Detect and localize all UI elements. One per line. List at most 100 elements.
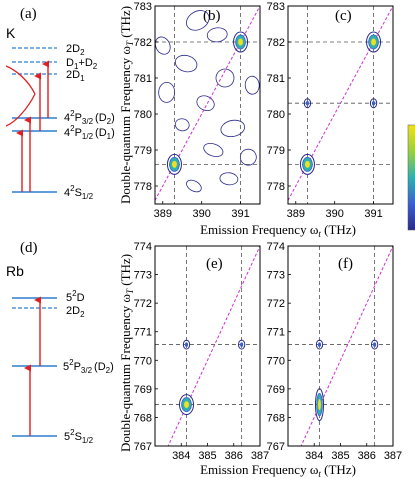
peak-center	[184, 401, 189, 409]
noise-contour	[215, 68, 235, 88]
y-tick-label: 769	[267, 384, 285, 396]
noise-contour	[220, 119, 246, 138]
plot-f: 384 385 386 387 767 768 769 770 771 772 773 774	[267, 241, 403, 462]
plot-frame	[287, 5, 394, 205]
peak-center-weak	[240, 342, 244, 347]
label-2d2-rb: 2D2	[66, 305, 85, 319]
xlabel-bot: Emission Frequency ωt (THz)	[200, 462, 356, 478]
colorbar	[407, 124, 415, 231]
y-tick-label: 782	[134, 37, 152, 49]
label-2d2: 2D2	[66, 43, 85, 57]
panel-label-b: (b)	[203, 8, 221, 24]
plot-panels: 389 390 391 778 779 780 781 782 783 389 390 391 778 7…	[134, 1, 403, 462]
noise-contour	[203, 143, 224, 157]
peak-contour-outer	[299, 153, 315, 175]
y-tick-label: 782	[267, 37, 285, 49]
peak-contour-outer	[166, 153, 182, 175]
plot-c: 389 390 391 778 779 780 781 782 783	[267, 1, 394, 220]
laser-spectrum-curve-k-upper	[5, 65, 36, 95]
label-2d1: 2D1	[66, 69, 85, 83]
noise-contour	[186, 10, 210, 31]
panel-label-d: (d)	[20, 240, 38, 256]
y-tick-label: 774	[267, 241, 285, 253]
ylabel-top: Double-quantum Frequency ωT (THz)	[118, 6, 135, 204]
x-tick-label: 385	[198, 450, 216, 462]
plot-e: 384 385 386 387 767 768 769 770 771 772 773 774	[134, 241, 270, 462]
x-tick-label: 389	[287, 208, 305, 220]
peak-contour-outer	[370, 339, 379, 350]
peak-center	[238, 38, 244, 46]
label-4p32: 42P3/2 (D2)	[64, 109, 115, 126]
gaussian-k	[6, 126, 20, 152]
label-5d: 52D	[66, 289, 85, 304]
y-tick-label: 767	[134, 441, 152, 453]
y-tick-label: 772	[134, 298, 152, 310]
label-5s12: 52S1/2	[64, 428, 94, 445]
plot-inner-c	[288, 6, 393, 204]
y-tick-label: 770	[134, 355, 152, 367]
x-tick-label: 387	[384, 450, 402, 462]
y-tick-label: 773	[134, 270, 152, 282]
plot-inner-f	[288, 246, 393, 446]
peak-contour-outer	[315, 339, 324, 350]
y-tick-label: 780	[267, 109, 285, 121]
y-tick-label: 781	[134, 73, 152, 85]
label-d1d2: D1+D2	[66, 57, 98, 71]
plot-b: 389 390 391 778 779 780 781 782 783	[134, 1, 261, 220]
y-tick-label: 767	[267, 441, 285, 453]
noise-contour	[206, 27, 228, 43]
y-tick-label: 771	[134, 327, 152, 339]
peak-center	[371, 38, 377, 46]
peak-contour-outer	[179, 394, 194, 416]
plot-frame	[154, 5, 261, 205]
y-tick-label: 768	[267, 412, 285, 424]
y-tick-label: 783	[267, 1, 285, 13]
noise-contour	[174, 118, 190, 132]
y-tick-label: 778	[134, 181, 152, 193]
peak-contour-outer	[237, 339, 246, 350]
y-tick-label: 768	[134, 412, 152, 424]
laser-profile-k	[6, 70, 42, 102]
y-tick-label: 780	[134, 109, 152, 121]
noise-contour	[174, 54, 198, 73]
noise-contour	[196, 95, 215, 111]
panel-label-e: (e)	[206, 256, 223, 272]
y-tick-label: 779	[267, 145, 285, 157]
y-tick-label: 779	[134, 145, 152, 157]
y-tick-label: 771	[267, 327, 285, 339]
diagonal-line	[167, 246, 260, 446]
y-tick-label: 783	[134, 1, 152, 13]
element-label-k: K	[6, 25, 16, 41]
label-4s12: 42S1/2	[64, 184, 94, 201]
peak-center	[304, 160, 310, 168]
x-tick-label: 384	[305, 450, 323, 462]
x-tick-label: 390	[325, 208, 343, 220]
panel-label-a: (a)	[20, 6, 37, 22]
y-tick-label: 778	[267, 181, 285, 193]
peak-contour-outer	[182, 339, 191, 350]
peak-center-weak	[373, 342, 377, 347]
laser-gaussian-k-1	[6, 96, 30, 144]
x-tick-label: 387	[251, 450, 269, 462]
peak-center-weak	[317, 342, 322, 347]
peak-center-weak	[371, 100, 376, 106]
noise-contour	[219, 172, 239, 186]
x-tick-label: 389	[154, 208, 172, 220]
y-tick-label: 772	[267, 298, 285, 310]
noise-contour	[239, 148, 257, 166]
plot-inner-b	[155, 6, 260, 204]
x-tick-label: 386	[358, 450, 376, 462]
panel-label-f: (f)	[338, 256, 353, 272]
xlabel-top: Emission Frequency ωt (THz)	[200, 222, 356, 239]
peak-contour-outer	[366, 31, 382, 53]
y-tick-label: 769	[134, 384, 152, 396]
diagram-rb: (d) Rb 52D 2D2 52P3/2 (D2) 52S1/2	[6, 240, 114, 445]
ylabel-bot: Double-quantum Frequency ωT (THz)	[118, 254, 135, 452]
x-tick-label: 384	[172, 450, 190, 462]
peak-contour-outer	[233, 31, 249, 53]
peak-center-weak	[305, 100, 310, 106]
x-tick-label: 390	[192, 208, 210, 220]
element-label-rb: Rb	[6, 263, 24, 279]
peak-contour-outer	[303, 98, 312, 109]
